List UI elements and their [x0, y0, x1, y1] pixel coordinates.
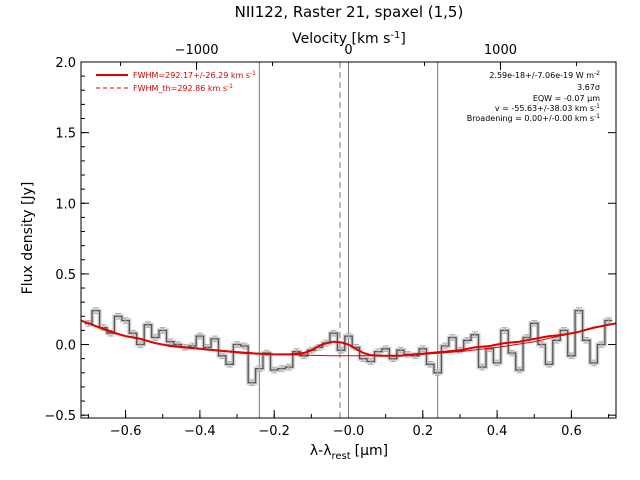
reference-lines: [258, 62, 439, 418]
annotation-sigma: 3.67σ: [577, 83, 600, 92]
x-tick-label: −0.4: [184, 424, 216, 439]
fit-annotations: 2.59e-18+/-7.06e-19 W m-2 3.67σ EQW = -0…: [467, 70, 600, 123]
chart-title: NII122, Raster 21, spaxel (1,5): [235, 3, 464, 21]
y-tick-label: 2.0: [55, 56, 76, 71]
y-axis: −0.5 0.0 0.5 1.0 1.5 2.0: [44, 56, 616, 424]
x-tick-label: −0.6: [110, 424, 142, 439]
x-axis: −0.6 −0.4 −0.2 −0.0 0.2 0.4 0.6: [87, 410, 610, 439]
top-axis-label: Velocity [km s-1]: [292, 30, 406, 47]
legend-label-theoretical: FWHM_th=292.86 km s-1: [133, 83, 233, 93]
y-tick-label: 0.5: [55, 268, 76, 283]
y-tick-label: −0.5: [44, 409, 76, 424]
x-tick-label: 0.4: [487, 424, 508, 439]
fit-series: [80, 319, 617, 357]
y-axis-label: Flux density [Jy]: [20, 182, 36, 295]
y-tick-label: 1.5: [55, 127, 76, 142]
x-tick-label: 0.2: [412, 424, 433, 439]
legend-label-fit: FWHM=292.17+/-26.29 km s-1: [133, 70, 256, 80]
x-axis-label: λ-λrest [μm]: [310, 443, 388, 462]
x-tick-label: −0.0: [333, 424, 365, 439]
y-tick-label: 0.0: [55, 339, 76, 354]
y-tick-label: 1.0: [55, 197, 76, 212]
plot-frame: [80, 61, 617, 419]
top-tick-label: 1000: [484, 43, 517, 58]
annotation-velocity: v = -55.63+/-38.03 km s-1: [495, 103, 600, 113]
top-tick-label: −1000: [175, 43, 219, 58]
fit-line: [80, 319, 617, 357]
spectrum-series: [84, 307, 613, 387]
annotation-broadening: Broadening = 0.00+/-0.00 km s-1: [467, 113, 600, 123]
top-velocity-axis: −1000 0 1000: [120, 43, 577, 70]
annotation-eqw: EQW = -0.07 μm: [533, 94, 600, 103]
top-tick-label: 0: [344, 43, 352, 58]
legend: FWHM=292.17+/-26.29 km s-1 FWHM_th=292.8…: [96, 70, 256, 93]
x-tick-label: 0.6: [561, 424, 582, 439]
x-tick-label: −0.2: [258, 424, 290, 439]
annotation-flux: 2.59e-18+/-7.06e-19 W m-2: [489, 70, 600, 80]
